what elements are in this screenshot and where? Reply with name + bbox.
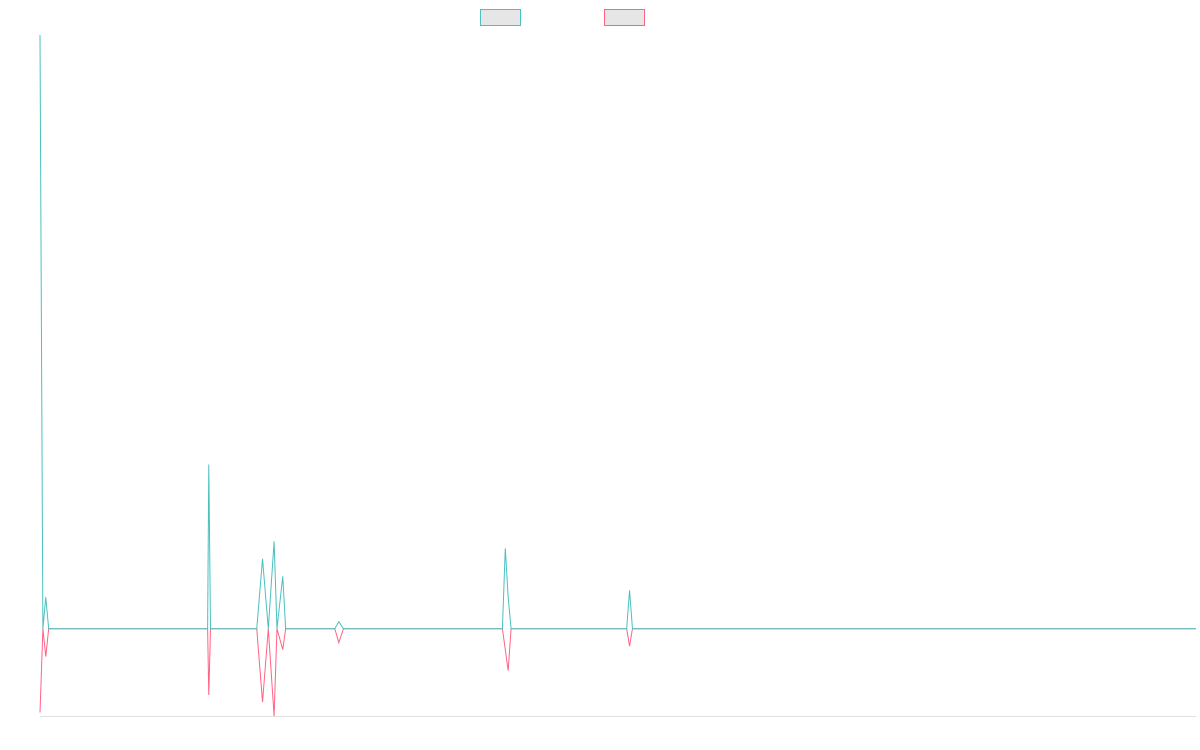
series-layer bbox=[39, 34, 1196, 717]
line-series-a bbox=[39, 34, 1196, 630]
chart-legend bbox=[480, 9, 645, 26]
legend-swatch-series-b[interactable] bbox=[604, 9, 645, 26]
legend-swatch-series-a[interactable] bbox=[480, 9, 521, 26]
line-series-b bbox=[39, 628, 1196, 717]
